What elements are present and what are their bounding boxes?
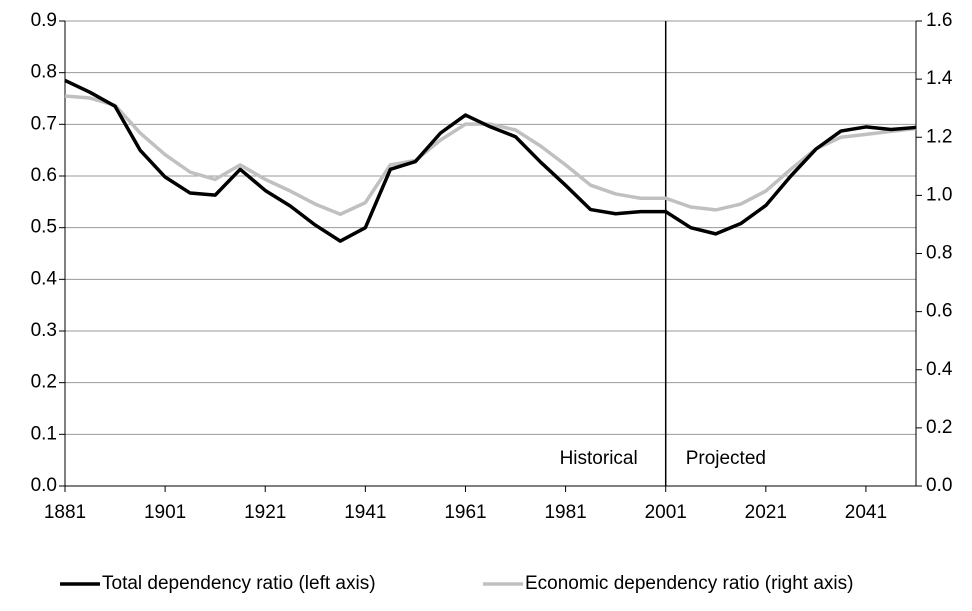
- x-tick-label: 2021: [745, 502, 787, 523]
- y2-tick-label: 0.4: [926, 359, 953, 380]
- y2-tick-label: 1.2: [926, 126, 952, 147]
- x-tick-label: 1941: [344, 502, 386, 523]
- y-tick-label: 0.9: [31, 10, 57, 31]
- series-line: [64, 78, 917, 243]
- annotation: Historical: [560, 448, 638, 469]
- x-tick-label: 1901: [144, 502, 186, 523]
- annotation: Projected: [686, 448, 766, 469]
- y-tick-label: 0.2: [31, 372, 57, 393]
- y-tick-label: 0.5: [31, 217, 57, 238]
- y2-tick-label: 0.0: [926, 475, 952, 496]
- y-tick-label: 0.4: [31, 268, 58, 289]
- y-tick-label: 0.7: [31, 113, 57, 134]
- y-tick-label: 0.0: [31, 475, 57, 496]
- legend-label: Total dependency ratio (left axis): [102, 573, 376, 594]
- legend-label: Economic dependency ratio (right axis): [525, 573, 853, 594]
- x-tick-label: 1921: [244, 502, 286, 523]
- x-tick-label: 1881: [44, 502, 86, 523]
- y-tick-label: 0.1: [31, 423, 57, 444]
- x-tick-label: 1961: [444, 502, 486, 523]
- y2-tick-label: 1.6: [926, 10, 952, 31]
- y-tick-label: 0.3: [31, 320, 57, 341]
- y2-tick-label: 1.0: [926, 184, 952, 205]
- y2-tick-label: 0.2: [926, 417, 952, 438]
- series-line: [64, 94, 917, 217]
- y2-tick-label: 1.4: [926, 68, 953, 89]
- y2-tick-label: 0.6: [926, 301, 952, 322]
- x-tick-label: 2041: [845, 502, 887, 523]
- x-tick-label: 2001: [645, 502, 687, 523]
- y-tick-label: 0.6: [31, 165, 57, 186]
- x-tick-label: 1981: [544, 502, 586, 523]
- y-tick-label: 0.8: [31, 62, 57, 83]
- y2-tick-label: 0.8: [926, 243, 952, 264]
